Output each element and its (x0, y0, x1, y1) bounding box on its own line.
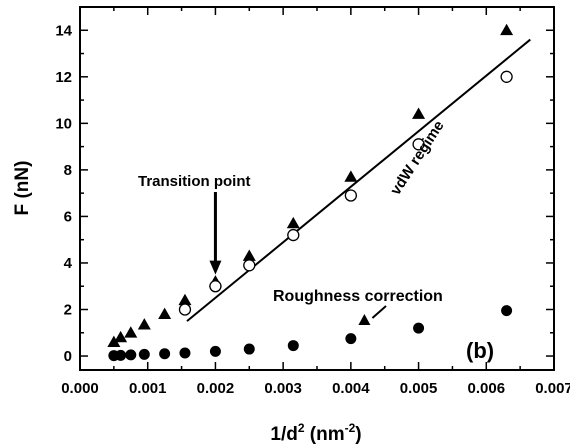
filled-circle-point (345, 333, 357, 345)
open-circle-point (178, 303, 192, 316)
y-tick-label: 10 (55, 115, 72, 132)
triangle-point (344, 170, 358, 182)
y-tick-label: 4 (64, 255, 73, 272)
filled-circle-point (138, 348, 150, 360)
y-axis-title: F (nN) (12, 161, 33, 216)
x-axis-title-unit-sup: -2 (345, 421, 356, 435)
x-axis-title-sup: 2 (298, 421, 305, 435)
x-tick-label: 0.007 (535, 380, 570, 397)
x-axis-title: 1/d2 (nm-2) (270, 421, 361, 445)
vdw-regime-label: vdW regime (387, 118, 448, 199)
x-tick-label: 0.000 (61, 380, 99, 397)
triangle-point (124, 326, 138, 338)
y-tick-label: 14 (55, 22, 72, 39)
filled-circle-point (501, 305, 513, 317)
y-tick-label: 2 (64, 302, 72, 319)
roughness-arrowhead (358, 313, 371, 325)
triangle-point (137, 318, 151, 330)
open-circle-point (243, 259, 256, 272)
roughness-correction-arrow (371, 305, 387, 319)
x-tick-label: 0.005 (400, 380, 438, 397)
y-tick-label: 12 (55, 69, 72, 86)
open-circle-point (287, 228, 300, 242)
open-circle-point (500, 70, 513, 83)
filled-circle-point (115, 349, 127, 361)
open-circle-point (209, 280, 222, 293)
ticks (79, 7, 555, 370)
triangle-point (500, 23, 514, 36)
x-tick-label: 0.002 (197, 380, 235, 397)
y-tick-label: 6 (64, 208, 72, 225)
filled-circle-point (209, 345, 221, 357)
triangle-point (178, 293, 192, 306)
filled-circle-point (243, 343, 255, 355)
roughness-correction-label: Roughness correction (273, 288, 443, 305)
x-tick-label: 0.004 (332, 380, 370, 397)
triangle-point (107, 335, 121, 347)
filled-circle-point (179, 347, 191, 359)
x-tick-label: 0.003 (264, 380, 302, 397)
x-tick-label: 0.001 (129, 380, 167, 397)
x-axis-title-main: 1/d (270, 424, 297, 445)
filled-circle-point (159, 348, 171, 360)
vdw-fit-line (186, 38, 531, 322)
y-tick-label: 0 (64, 348, 72, 365)
triangle-point (412, 107, 426, 119)
x-tick-label: 0.006 (468, 380, 506, 397)
transition-point-label: Transition point (138, 173, 251, 190)
filled-circle-point (125, 349, 137, 361)
y-tick-label: 8 (64, 162, 72, 179)
x-axis-title-unit-close: ) (355, 424, 361, 445)
panel-label: (b) (466, 338, 494, 363)
triangle-point (242, 249, 256, 261)
tick-labels: 0.000 0.001 0.002 0.003 0.004 0.005 0.006 0.007… (55, 22, 570, 397)
triangle-point (286, 216, 300, 229)
triangle-point (158, 307, 172, 320)
open-circle-point (344, 189, 358, 202)
open-circle-point (412, 138, 425, 151)
triangle-point (114, 330, 128, 343)
transition-point-arrowhead (209, 260, 222, 275)
data-points (107, 23, 514, 362)
filled-circle-point (287, 340, 299, 352)
x-axis-title-unit-open: (nm (305, 424, 345, 445)
filled-circle-point (413, 322, 425, 334)
